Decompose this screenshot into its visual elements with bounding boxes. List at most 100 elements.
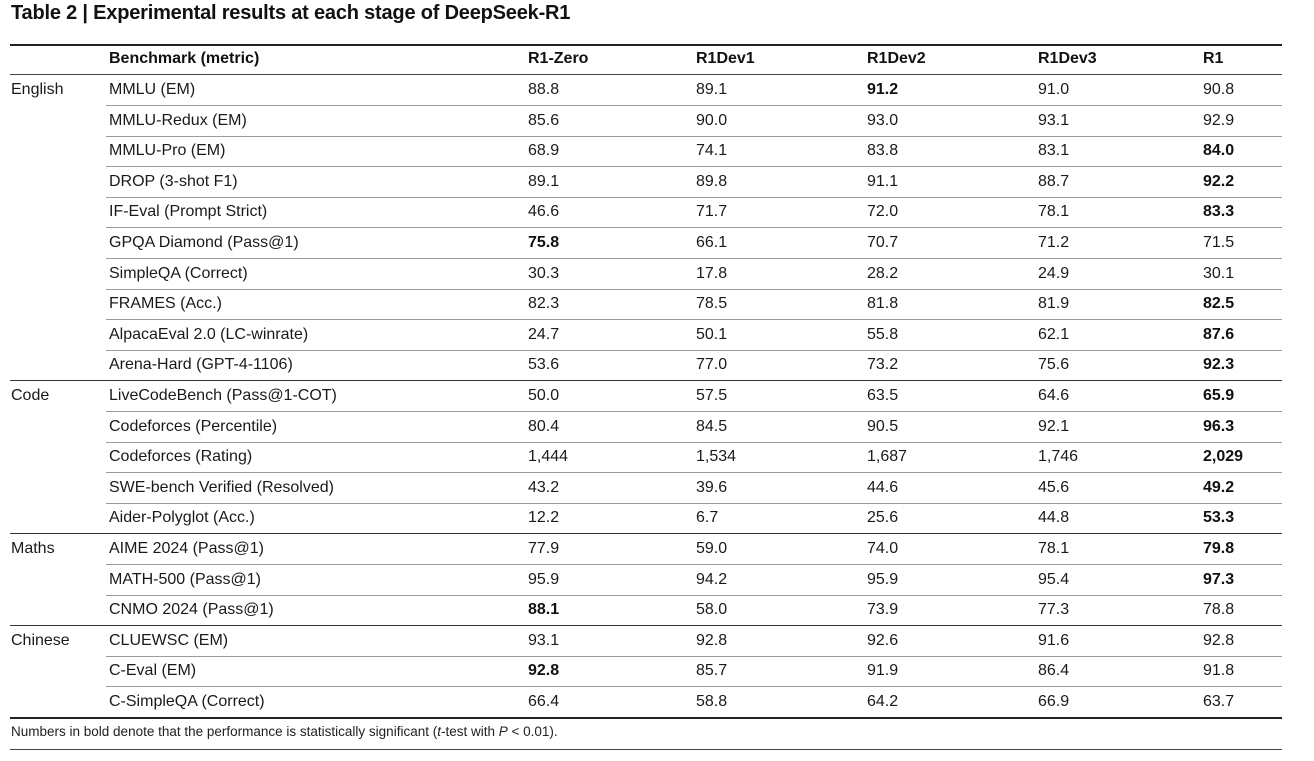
value-cell: 91.2 <box>867 81 899 98</box>
group-label: Code <box>11 387 50 404</box>
table-footnote: Numbers in bold denote that the performa… <box>11 724 558 739</box>
value-cell: 57.5 <box>696 387 728 404</box>
value-cell: 83.3 <box>1203 203 1235 221</box>
value-cell: 75.6 <box>1038 356 1070 374</box>
value-cell: 92.9 <box>1203 111 1235 129</box>
value-cell: 91.8 <box>1203 662 1235 680</box>
footer-rule <box>10 749 1282 750</box>
value-cell: 64.2 <box>867 693 899 710</box>
row-divider <box>106 442 1282 443</box>
value-cell: 89.1 <box>528 172 560 190</box>
value-cell: 63.7 <box>1203 693 1235 710</box>
value-cell: 75.8 <box>528 234 560 251</box>
footnote-text-pre: Numbers in bold denote that the performa… <box>11 724 438 739</box>
value-cell: 77.3 <box>1038 601 1070 619</box>
value-cell: 46.6 <box>528 203 560 221</box>
value-cell: 94.2 <box>696 570 728 588</box>
value-cell: 92.8 <box>528 662 560 680</box>
header-rule <box>10 74 1282 75</box>
group-label: Maths <box>11 540 55 557</box>
value-cell: 82.3 <box>528 295 560 313</box>
value-cell: 65.9 <box>1203 387 1235 404</box>
value-cell: 88.7 <box>1038 172 1070 190</box>
benchmark-cell: Codeforces (Percentile) <box>109 417 278 435</box>
value-cell: 30.1 <box>1203 264 1235 282</box>
footnote-t-symbol: t <box>437 724 441 739</box>
header-r1dev3: R1Dev3 <box>1038 50 1097 67</box>
row-divider <box>106 503 1282 504</box>
value-cell: 71.7 <box>696 203 728 221</box>
value-cell: 59.0 <box>696 540 728 557</box>
value-cell: 82.5 <box>1203 295 1235 313</box>
row-divider <box>106 319 1282 320</box>
footnote-text-post: < 0.01). <box>507 724 558 739</box>
row-divider <box>106 136 1282 137</box>
value-cell: 63.5 <box>867 387 899 404</box>
value-cell: 25.6 <box>867 509 899 527</box>
value-cell: 50.0 <box>528 387 560 404</box>
benchmark-cell: CLUEWSC (EM) <box>109 631 229 649</box>
row-divider <box>106 472 1282 473</box>
value-cell: 95.4 <box>1038 570 1070 588</box>
benchmark-cell: Aider-Polyglot (Acc.) <box>109 509 255 527</box>
value-cell: 49.2 <box>1203 478 1235 496</box>
group-divider <box>10 380 1282 381</box>
value-cell: 93.1 <box>528 631 560 649</box>
value-cell: 58.8 <box>696 693 728 710</box>
value-cell: 68.9 <box>528 142 560 160</box>
group-divider <box>10 533 1282 534</box>
value-cell: 28.2 <box>867 264 899 282</box>
value-cell: 89.1 <box>696 81 728 98</box>
value-cell: 80.4 <box>528 417 560 435</box>
value-cell: 6.7 <box>696 509 719 527</box>
value-cell: 53.6 <box>528 356 560 374</box>
value-cell: 39.6 <box>696 478 728 496</box>
benchmark-cell: MMLU (EM) <box>109 81 196 98</box>
benchmark-cell: LiveCodeBench (Pass@1-COT) <box>109 387 337 404</box>
value-cell: 1,534 <box>696 448 737 466</box>
row-divider <box>106 686 1282 687</box>
row-divider <box>106 564 1282 565</box>
benchmark-cell: GPQA Diamond (Pass@1) <box>109 234 299 251</box>
value-cell: 78.1 <box>1038 203 1070 221</box>
value-cell: 1,444 <box>528 448 569 466</box>
value-cell: 92.8 <box>696 631 728 649</box>
row-divider <box>106 166 1282 167</box>
value-cell: 74.0 <box>867 540 899 557</box>
benchmark-cell: IF-Eval (Prompt Strict) <box>109 203 268 221</box>
value-cell: 1,687 <box>867 448 908 466</box>
header-r1-zero: R1-Zero <box>528 50 589 67</box>
value-cell: 91.1 <box>867 172 899 190</box>
row-divider <box>106 411 1282 412</box>
benchmark-cell: MATH-500 (Pass@1) <box>109 570 261 588</box>
value-cell: 84.5 <box>696 417 728 435</box>
value-cell: 78.5 <box>696 295 728 313</box>
value-cell: 88.1 <box>528 601 560 619</box>
value-cell: 44.6 <box>867 478 899 496</box>
table-title: Table 2 | Experimental results at each s… <box>11 2 571 24</box>
value-cell: 90.8 <box>1203 81 1235 98</box>
value-cell: 92.1 <box>1038 417 1070 435</box>
value-cell: 78.1 <box>1038 540 1070 557</box>
value-cell: 83.1 <box>1038 142 1070 160</box>
value-cell: 1,746 <box>1038 448 1079 466</box>
value-cell: 77.9 <box>528 540 560 557</box>
value-cell: 91.0 <box>1038 81 1070 98</box>
value-cell: 58.0 <box>696 601 728 619</box>
value-cell: 92.2 <box>1203 172 1235 190</box>
header-r1dev1: R1Dev1 <box>696 50 755 67</box>
value-cell: 92.8 <box>1203 631 1235 649</box>
value-cell: 73.2 <box>867 356 899 374</box>
row-divider <box>106 258 1282 259</box>
footnote-text-mid: -test with <box>440 724 499 739</box>
value-cell: 85.7 <box>696 662 728 680</box>
benchmark-cell: DROP (3-shot F1) <box>109 172 238 190</box>
group-label: English <box>11 81 64 98</box>
group-label: Chinese <box>11 631 70 649</box>
value-cell: 87.6 <box>1203 325 1235 343</box>
benchmark-cell: AlpacaEval 2.0 (LC-winrate) <box>109 325 309 343</box>
benchmark-cell: MMLU-Pro (EM) <box>109 142 226 160</box>
value-cell: 92.3 <box>1203 356 1235 374</box>
